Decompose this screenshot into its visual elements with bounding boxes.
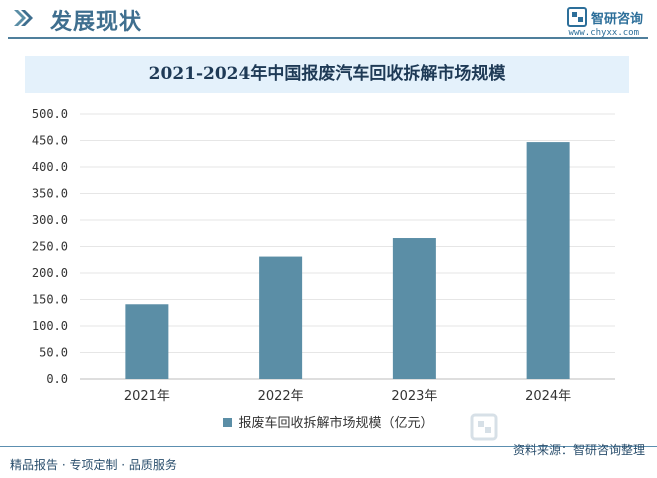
brand: 智研咨询: [566, 7, 643, 27]
page-title: 发展现状: [50, 9, 143, 35]
watermark-logo-icon: [470, 413, 498, 441]
y-tick-label: 200.0: [32, 266, 68, 280]
legend-swatch: [223, 418, 233, 427]
footer-tagline: 精品报告 · 专项定制 · 品质服务: [10, 458, 177, 472]
y-tick-label: 450.0: [32, 134, 68, 148]
y-tick-label: 0.0: [46, 372, 68, 386]
x-tick-label: 2021年: [124, 389, 170, 404]
header-divider: [8, 37, 648, 39]
footer-divider: [0, 446, 657, 447]
x-tick-label: 2023年: [391, 389, 437, 404]
y-tick-label: 300.0: [32, 213, 68, 227]
bar: [259, 256, 303, 379]
bar: [526, 142, 570, 379]
brand-url: www.chyxx.com: [568, 28, 639, 38]
chart-title: 2021-2024年中国报废汽车回收拆解市场规模: [148, 64, 506, 84]
y-tick-label: 250.0: [32, 240, 68, 254]
bar: [392, 238, 436, 379]
footer-source: 资料来源：智研咨询整理: [512, 443, 645, 457]
header: 发展现状 智研咨询 www.chyxx.com: [0, 0, 657, 44]
y-tick-label: 400.0: [32, 160, 68, 174]
x-tick-label: 2024年: [525, 389, 571, 404]
legend-label: 报废车回收拆解市场规模（亿元）: [238, 416, 434, 431]
chart-legend: 报废车回收拆解市场规模（亿元）: [0, 412, 657, 431]
bar: [125, 304, 169, 379]
double-chevron-icon: [14, 10, 33, 26]
y-tick-label: 150.0: [32, 293, 68, 307]
y-tick-label: 500.0: [32, 107, 68, 121]
chart-title-bar: 2021-2024年中国报废汽车回收拆解市场规模: [25, 56, 629, 93]
x-tick-label: 2022年: [258, 389, 304, 404]
y-tick-label: 50.0: [39, 346, 68, 360]
brand-logo-icon: [566, 7, 587, 27]
bar-chart: 0.0 50.0 100.0 150.0 200.0 250.0 300.0 350.0 400…: [32, 107, 615, 404]
y-tick-label: 100.0: [32, 319, 68, 333]
y-tick-label: 350.0: [32, 187, 68, 201]
brand-name: 智研咨询: [590, 11, 643, 27]
